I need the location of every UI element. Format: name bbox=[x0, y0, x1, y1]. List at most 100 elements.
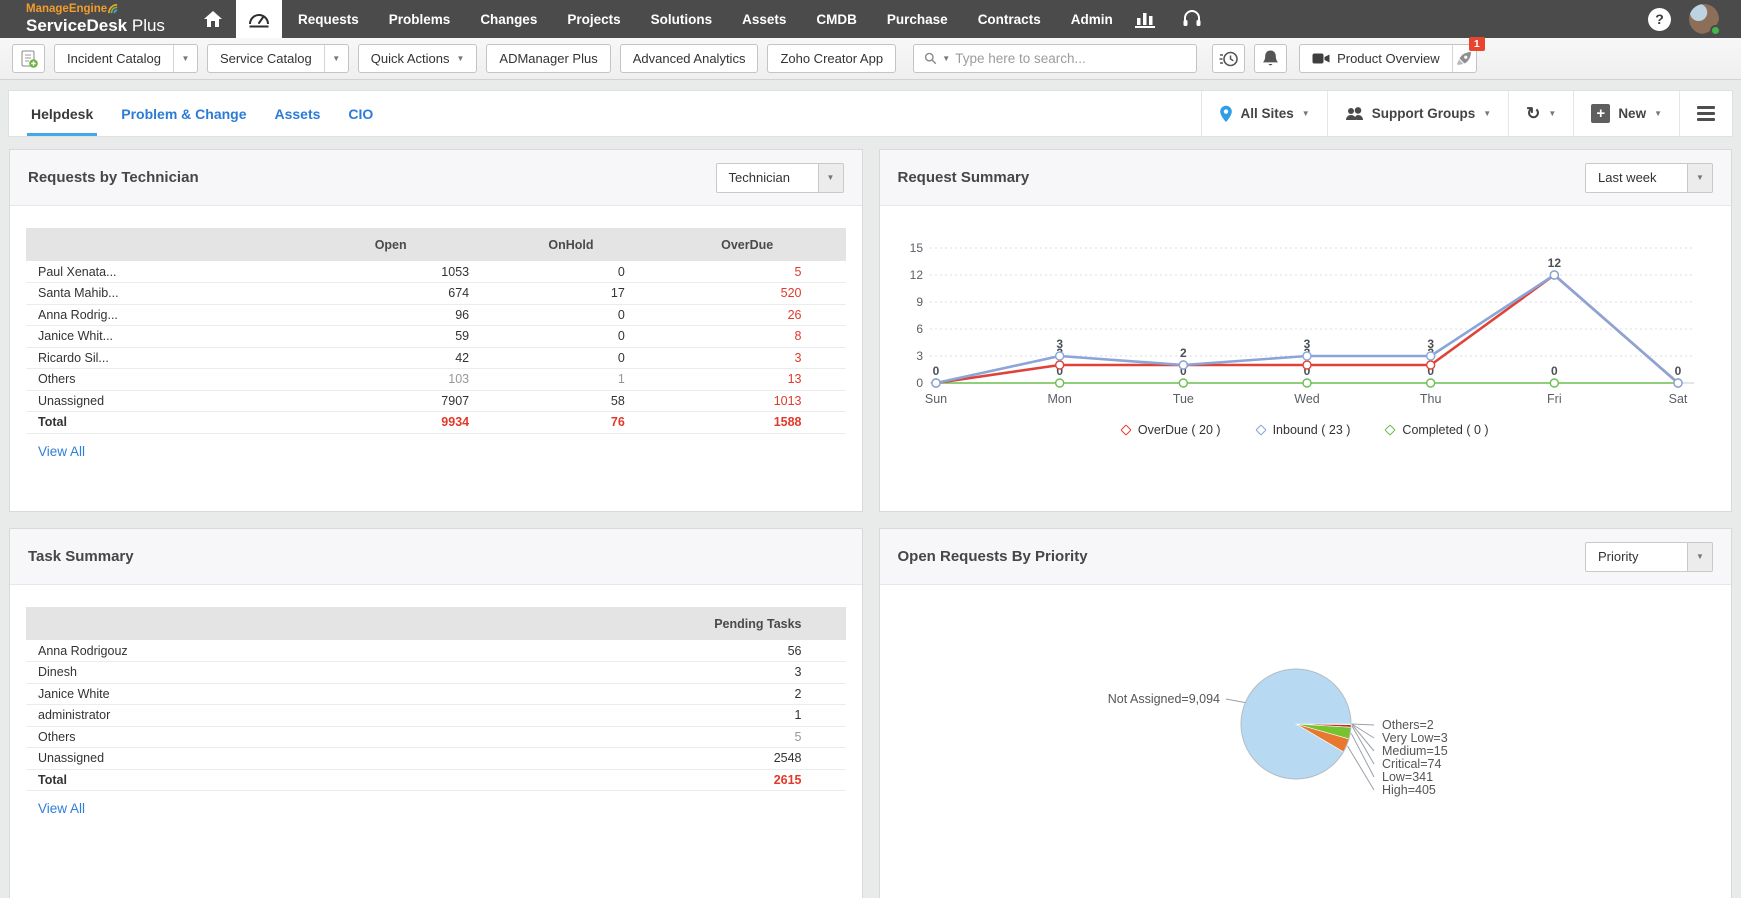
vendor-logo: ManageEngine bbox=[26, 4, 174, 16]
nav-item-admin[interactable]: Admin bbox=[1070, 11, 1113, 27]
legend-item-overdue[interactable]: OverDue ( 20 ) bbox=[1120, 423, 1221, 437]
panel-title: Open Requests By Priority bbox=[897, 548, 1088, 565]
svg-text:Tue: Tue bbox=[1172, 392, 1193, 406]
chevron-down-icon: ▼ bbox=[1301, 108, 1310, 118]
nav-item-assets[interactable]: Assets bbox=[742, 11, 787, 27]
topnav-items: Requests Problems Changes Projects Solutions… bbox=[282, 0, 1121, 38]
panel-title: Request Summary bbox=[897, 169, 1030, 186]
people-icon bbox=[1345, 106, 1363, 120]
notification-badge: 1 bbox=[1468, 37, 1485, 51]
video-camera-icon bbox=[1312, 53, 1330, 64]
bell-icon bbox=[1263, 50, 1279, 66]
incident-catalog-dropdown[interactable]: Incident Catalog ▼ bbox=[54, 44, 198, 73]
reports-menu[interactable] bbox=[1121, 0, 1169, 38]
svg-text:0: 0 bbox=[1056, 364, 1063, 378]
chevron-down-icon: ▼ bbox=[1654, 108, 1662, 118]
support-groups-dropdown[interactable]: Support Groups ▼ bbox=[1326, 91, 1508, 136]
home-tab[interactable] bbox=[190, 0, 236, 38]
svg-text:3: 3 bbox=[1427, 337, 1434, 351]
svg-text:Sun: Sun bbox=[924, 392, 946, 406]
column-header-overdue: OverDue bbox=[648, 228, 846, 261]
legend-diamond-icon bbox=[1254, 424, 1267, 436]
tab-problem-change[interactable]: Problem & Change bbox=[121, 105, 247, 122]
svg-text:3: 3 bbox=[1303, 337, 1310, 351]
total-row: Total 9934 76 1588 bbox=[26, 411, 846, 434]
svg-text:15: 15 bbox=[909, 241, 923, 255]
search-input[interactable] bbox=[955, 51, 1187, 66]
search-icon[interactable] bbox=[924, 51, 937, 66]
column-header-onhold: OnHold bbox=[493, 228, 649, 261]
advanced-analytics-button[interactable]: Advanced Analytics bbox=[619, 44, 759, 73]
column-header bbox=[26, 228, 289, 261]
panel-title: Requests by Technician bbox=[28, 169, 199, 186]
refresh-icon: ↻ bbox=[1526, 104, 1541, 123]
tab-assets[interactable]: Assets bbox=[274, 105, 321, 122]
technician-filter-select[interactable]: Technician ▼ bbox=[715, 162, 844, 193]
all-sites-dropdown[interactable]: All Sites ▼ bbox=[1200, 91, 1327, 136]
nav-item-requests[interactable]: Requests bbox=[298, 11, 359, 27]
recent-items-button[interactable] bbox=[1212, 44, 1246, 73]
online-status-dot bbox=[1710, 25, 1721, 36]
nav-item-solutions[interactable]: Solutions bbox=[650, 11, 713, 27]
hamburger-icon bbox=[1697, 106, 1715, 121]
location-pin-icon bbox=[1219, 105, 1232, 122]
view-all-link[interactable]: View All bbox=[38, 801, 86, 816]
table-row: Anna Rodrigouz 56 bbox=[26, 640, 846, 662]
svg-text:Thu: Thu bbox=[1419, 392, 1441, 406]
svg-text:Not Assigned=9,094: Not Assigned=9,094 bbox=[1107, 692, 1219, 706]
dashboard-content: Requests by Technician Technician ▼ Open… bbox=[0, 137, 1741, 898]
svg-text:3: 3 bbox=[916, 349, 923, 363]
nav-item-purchase[interactable]: Purchase bbox=[886, 11, 948, 27]
top-navigation: ManageEngine ServiceDesk Plus Requests Pr… bbox=[0, 0, 1741, 38]
priority-filter-select[interactable]: Priority ▼ bbox=[1585, 541, 1713, 572]
quick-actions-dropdown[interactable]: Quick Actions ▼ bbox=[357, 44, 478, 73]
view-all-link[interactable]: View All bbox=[38, 443, 86, 459]
nav-item-projects[interactable]: Projects bbox=[567, 11, 621, 27]
nav-item-changes[interactable]: Changes bbox=[480, 11, 538, 27]
nav-item-problems[interactable]: Problems bbox=[388, 11, 451, 27]
period-filter-select[interactable]: Last week ▼ bbox=[1585, 162, 1713, 193]
service-catalog-dropdown[interactable]: Service Catalog ▼ bbox=[206, 44, 349, 73]
svg-text:0: 0 bbox=[1550, 364, 1557, 378]
svg-text:Wed: Wed bbox=[1294, 392, 1320, 406]
column-header-open: Open bbox=[288, 228, 494, 261]
svg-text:Very Low=3: Very Low=3 bbox=[1382, 731, 1448, 745]
help-button[interactable]: ? bbox=[1648, 7, 1671, 31]
svg-text:Low=341: Low=341 bbox=[1382, 770, 1433, 784]
tab-cio[interactable]: CIO bbox=[348, 105, 374, 122]
zoho-creator-app-button[interactable]: Zoho Creator App bbox=[767, 44, 897, 73]
requests-by-technician-table: Open OnHold OverDue Paul Xenata... 1053 0 5… bbox=[26, 228, 846, 434]
request-summary-legend: OverDue ( 20 ) Inbound ( 23 ) Completed ( … bbox=[896, 423, 1716, 437]
nav-item-cmdb[interactable]: CMDB bbox=[816, 11, 857, 27]
dashboard-controls: All Sites ▼ Support Groups ▼ ↻ ▼ + New ▼ bbox=[1200, 91, 1732, 136]
search-scope-caret-icon[interactable]: ▼ bbox=[942, 53, 951, 63]
new-request-button[interactable] bbox=[12, 44, 45, 73]
user-avatar[interactable] bbox=[1689, 4, 1721, 36]
product-name: ServiceDesk Plus bbox=[26, 15, 165, 35]
svg-text:Medium=15: Medium=15 bbox=[1382, 744, 1448, 758]
rocket-icon[interactable] bbox=[1456, 51, 1472, 67]
dashboard-tab[interactable] bbox=[236, 0, 282, 38]
new-dropdown[interactable]: + New ▼ bbox=[1573, 91, 1679, 136]
task-summary-panel: Task Summary Pending Tasks Anna Rodrigou… bbox=[9, 528, 863, 898]
tab-helpdesk[interactable]: Helpdesk bbox=[17, 91, 107, 136]
svg-text:Critical=74: Critical=74 bbox=[1382, 757, 1441, 771]
chevron-down-icon: ▼ bbox=[332, 53, 341, 63]
legend-item-completed[interactable]: Completed ( 0 ) bbox=[1384, 423, 1489, 437]
nav-item-contracts[interactable]: Contracts bbox=[977, 11, 1041, 27]
dashboard-menu-button[interactable] bbox=[1679, 91, 1732, 136]
legend-label: Inbound ( 23 ) bbox=[1272, 423, 1351, 437]
legend-label: OverDue ( 20 ) bbox=[1137, 423, 1221, 437]
dashboard-tab-band: Helpdesk Problem & Change Assets CIO All Si… bbox=[8, 90, 1733, 137]
support-menu[interactable] bbox=[1169, 0, 1215, 38]
gauge-icon bbox=[249, 14, 269, 28]
global-search: ▼ bbox=[913, 44, 1198, 73]
refresh-dropdown[interactable]: ↻ ▼ bbox=[1508, 91, 1573, 136]
notifications-button[interactable] bbox=[1254, 44, 1288, 73]
table-row: Paul Xenata... 1053 0 5 bbox=[26, 261, 846, 283]
svg-text:12: 12 bbox=[1547, 256, 1561, 270]
product-overview-button[interactable]: Product Overview bbox=[1299, 44, 1477, 73]
history-clock-icon bbox=[1219, 51, 1238, 66]
legend-item-inbound[interactable]: Inbound ( 23 ) bbox=[1254, 423, 1351, 437]
admanager-plus-button[interactable]: ADManager Plus bbox=[486, 44, 611, 73]
